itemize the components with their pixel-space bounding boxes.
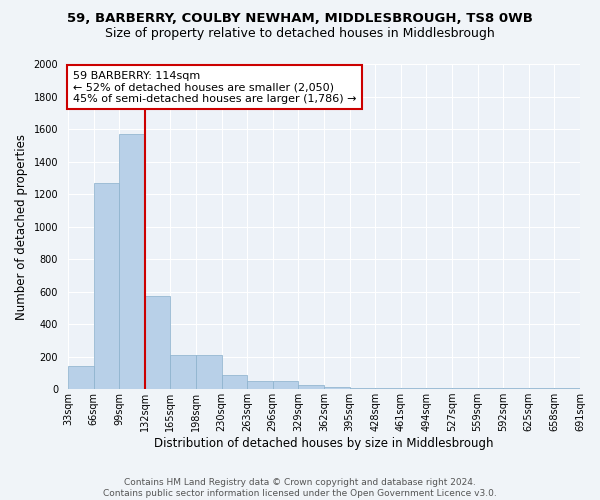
Bar: [478, 388, 503, 389]
Bar: [298, 385, 324, 389]
X-axis label: Distribution of detached houses by size in Middlesbrough: Distribution of detached houses by size …: [154, 437, 494, 450]
Bar: [94, 182, 119, 389]
Text: 59, BARBERRY, COULBY NEWHAM, MIDDLESBROUGH, TS8 0WB: 59, BARBERRY, COULBY NEWHAM, MIDDLESBROU…: [67, 12, 533, 26]
Bar: [401, 388, 427, 389]
Bar: [273, 381, 298, 389]
Bar: [529, 388, 554, 389]
Bar: [554, 388, 580, 389]
Text: 59 BARBERRY: 114sqm
← 52% of detached houses are smaller (2,050)
45% of semi-det: 59 BARBERRY: 114sqm ← 52% of detached ho…: [73, 70, 356, 104]
Bar: [375, 388, 401, 389]
Bar: [68, 366, 94, 389]
Bar: [427, 388, 452, 389]
Text: Size of property relative to detached houses in Middlesbrough: Size of property relative to detached ho…: [105, 28, 495, 40]
Bar: [170, 355, 196, 389]
Bar: [119, 134, 145, 389]
Bar: [350, 388, 375, 389]
Bar: [503, 388, 529, 389]
Bar: [145, 296, 170, 389]
Bar: [247, 381, 273, 389]
Bar: [324, 386, 350, 389]
Bar: [452, 388, 478, 389]
Text: Contains HM Land Registry data © Crown copyright and database right 2024.
Contai: Contains HM Land Registry data © Crown c…: [103, 478, 497, 498]
Bar: [196, 355, 221, 389]
Bar: [221, 374, 247, 389]
Y-axis label: Number of detached properties: Number of detached properties: [15, 134, 28, 320]
